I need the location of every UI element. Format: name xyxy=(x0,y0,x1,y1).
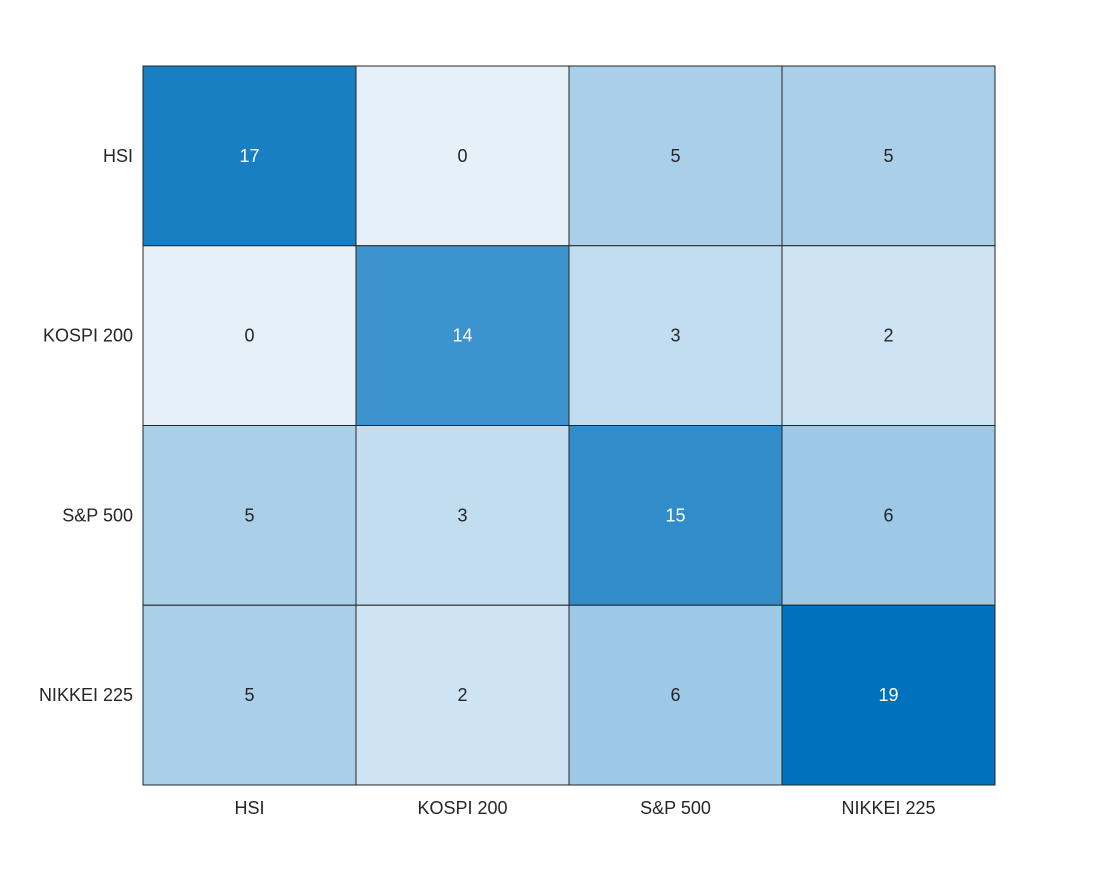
x-axis-tick-label: KOSPI 200 xyxy=(417,798,507,818)
heatmap-cell-value: 19 xyxy=(878,685,898,705)
heatmap-cell-value: 14 xyxy=(452,326,472,346)
heatmap-cell-labels: 17 0 5 5 0 14 3 2 5 3 15 6 5 2 6 19 xyxy=(239,146,898,705)
y-axis-tick-label: S&P 500 xyxy=(62,505,133,525)
heatmap-cell-value: 0 xyxy=(457,146,467,166)
x-axis-tick-labels: HSI KOSPI 200 S&P 500 NIKKEI 225 xyxy=(234,798,935,818)
heatmap-cell xyxy=(142,65,357,247)
heatmap-cell-value: 6 xyxy=(883,505,893,525)
y-axis-tick-label: NIKKEI 225 xyxy=(39,685,133,705)
heatmap-cell xyxy=(355,425,570,606)
heatmap-cell xyxy=(568,65,783,247)
heatmap-cell-value: 2 xyxy=(457,685,467,705)
heatmap-cells xyxy=(142,65,996,786)
heatmap-cell-value: 0 xyxy=(244,326,254,346)
heatmap-cell xyxy=(355,65,570,247)
heatmap-cell xyxy=(781,425,996,606)
y-axis-tick-label: HSI xyxy=(103,146,133,166)
heatmap-cell-value: 3 xyxy=(670,326,680,346)
heatmap-cell-value: 5 xyxy=(244,685,254,705)
heatmap-cell xyxy=(355,245,570,426)
heatmap-cell xyxy=(355,604,570,786)
x-axis-tick-label: S&P 500 xyxy=(640,798,711,818)
heatmap-cell xyxy=(781,65,996,247)
heatmap-cell-value: 15 xyxy=(665,505,685,525)
heatmap-cell-value: 5 xyxy=(883,146,893,166)
y-axis-tick-labels: HSI KOSPI 200 S&P 500 NIKKEI 225 xyxy=(39,146,133,705)
heatmap-cell xyxy=(781,245,996,426)
heatmap-cell xyxy=(142,604,357,786)
y-axis-tick-label: KOSPI 200 xyxy=(43,326,133,346)
heatmap-cell-value: 5 xyxy=(244,505,254,525)
heatmap-cell xyxy=(781,604,996,786)
heatmap-cell-value: 5 xyxy=(670,146,680,166)
heatmap-cell-value: 17 xyxy=(239,146,259,166)
heatmap-cell-value: 2 xyxy=(883,326,893,346)
heatmap-cell xyxy=(568,245,783,426)
x-axis-tick-label: HSI xyxy=(234,798,264,818)
heatmap-cell xyxy=(142,245,357,426)
x-axis-tick-label: NIKKEI 225 xyxy=(841,798,935,818)
heatmap-cell-value: 6 xyxy=(670,685,680,705)
heatmap-cell xyxy=(568,604,783,786)
heatmap-cell-value: 3 xyxy=(457,505,467,525)
